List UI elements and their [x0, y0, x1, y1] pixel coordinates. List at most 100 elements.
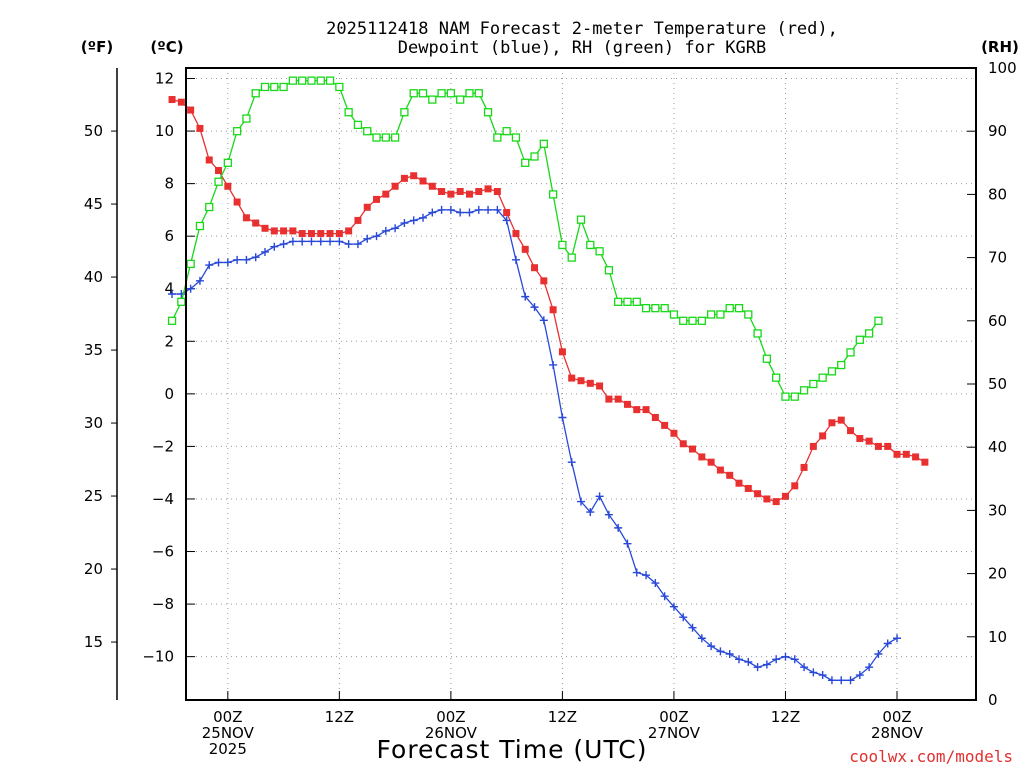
dewpoint-point — [539, 316, 548, 325]
dewpoint-point — [651, 579, 660, 588]
rh-point — [232, 127, 242, 136]
temperature-point — [754, 490, 762, 498]
temperature-point — [373, 195, 381, 203]
celsius-tick-label: 10 — [155, 122, 174, 140]
rh-point — [344, 108, 353, 117]
dewpoint-point — [679, 613, 688, 622]
temperature-point — [689, 445, 697, 453]
celsius-tick-label: 12 — [155, 70, 174, 88]
celsius-tick-label: −8 — [152, 595, 174, 613]
temperature-point — [735, 479, 743, 487]
temperature-point — [828, 419, 836, 427]
dewpoint-point — [326, 237, 335, 246]
celsius-tick-label: −10 — [142, 648, 174, 666]
dewpoint-point — [381, 226, 390, 235]
dewpoint-point — [707, 642, 716, 651]
plot-frame — [185, 67, 977, 701]
chart-title-line: Dewpoint (blue), RH (green) for KGRB — [398, 38, 766, 58]
dewpoint-point — [279, 240, 288, 249]
dewpoint-point — [697, 634, 706, 643]
rh-point — [827, 367, 837, 376]
rh-point — [511, 133, 521, 142]
dewpoint-point — [530, 303, 539, 312]
dewpoint-point — [177, 289, 186, 298]
temperature-point — [642, 406, 650, 414]
temperature-point — [419, 177, 427, 185]
rh-tick-label: 60 — [988, 312, 1007, 330]
temperature-point — [884, 442, 892, 450]
dewpoint-point — [800, 663, 809, 672]
time-tick-label: 26NOV — [425, 724, 478, 742]
rh-point — [651, 304, 660, 313]
rh-point — [363, 127, 372, 136]
dewpoint-point — [493, 205, 502, 214]
temperature-point — [623, 400, 631, 408]
dewpoint-point — [353, 240, 362, 249]
rh-point — [307, 76, 316, 85]
dewpoint-point — [604, 510, 613, 519]
temperature-point — [763, 495, 771, 503]
dewpoint-point — [233, 255, 242, 264]
celsius-tick-label: −6 — [152, 543, 174, 561]
rh-point — [799, 386, 809, 395]
dewpoint-point — [205, 261, 214, 270]
rh-point — [818, 373, 827, 382]
temperature-point — [465, 190, 473, 198]
dewpoint-point — [549, 360, 558, 369]
fahrenheit-tick-label: 45 — [84, 195, 103, 213]
dewpoint-point — [465, 208, 474, 217]
temperature-point — [261, 224, 269, 232]
temperature-point — [577, 377, 585, 385]
dewpoint-point — [753, 663, 762, 672]
source-credit: coolwx.com/models — [849, 747, 1013, 766]
fahrenheit-tick-label: 25 — [84, 487, 103, 505]
series-line — [172, 209, 898, 681]
dewpoint-point — [288, 237, 297, 246]
rh-unit-label: (RH) — [981, 38, 1019, 56]
dewpoint-point — [790, 655, 799, 664]
temperature-point — [781, 492, 789, 500]
temperature-point — [205, 156, 213, 164]
rh-tick-label: 40 — [988, 438, 1007, 456]
rh-point — [428, 95, 437, 104]
temperature-point — [893, 450, 901, 458]
time-tick-label: 12Z — [548, 708, 577, 726]
temperature-point — [289, 227, 297, 235]
temperature-point — [475, 188, 483, 196]
rh-point — [177, 297, 186, 306]
fahrenheit-tick-label: 20 — [84, 560, 103, 578]
temperature-point — [447, 190, 455, 198]
temperature-point — [800, 463, 808, 471]
temperature-point — [215, 166, 223, 174]
temperature-point — [856, 435, 864, 443]
dewpoint-point — [772, 655, 781, 664]
chart-title-line: 2025112418 NAM Forecast 2-meter Temperat… — [326, 19, 838, 39]
dewpoint-point — [400, 219, 409, 228]
dewpoint-point — [744, 657, 753, 666]
dewpoint-point — [521, 292, 530, 301]
temperature-point — [326, 230, 334, 238]
temperature-point — [614, 395, 622, 403]
rh-point — [874, 316, 883, 325]
temperature-point — [549, 306, 557, 314]
dewpoint-point — [223, 258, 232, 267]
rh-tick-label: 20 — [988, 565, 1007, 583]
dewpoint-point — [214, 258, 223, 267]
rh-point — [734, 304, 744, 313]
dewpoint-point — [855, 671, 864, 680]
temperature-point — [661, 421, 669, 429]
dewpoint-point — [586, 508, 595, 517]
rh-point — [846, 348, 855, 357]
time-tick-label: 12Z — [771, 708, 800, 726]
temperature-point — [168, 96, 176, 104]
rh-point — [539, 139, 548, 148]
rh-point — [623, 297, 632, 306]
dewpoint-point — [818, 671, 827, 680]
rh-point — [558, 240, 567, 250]
rh-point — [567, 253, 576, 262]
dewpoint-point — [688, 623, 697, 632]
rh-point — [864, 329, 874, 338]
rh-point — [483, 108, 493, 117]
dewpoint-point — [251, 253, 260, 262]
dewpoint-point — [762, 660, 771, 669]
